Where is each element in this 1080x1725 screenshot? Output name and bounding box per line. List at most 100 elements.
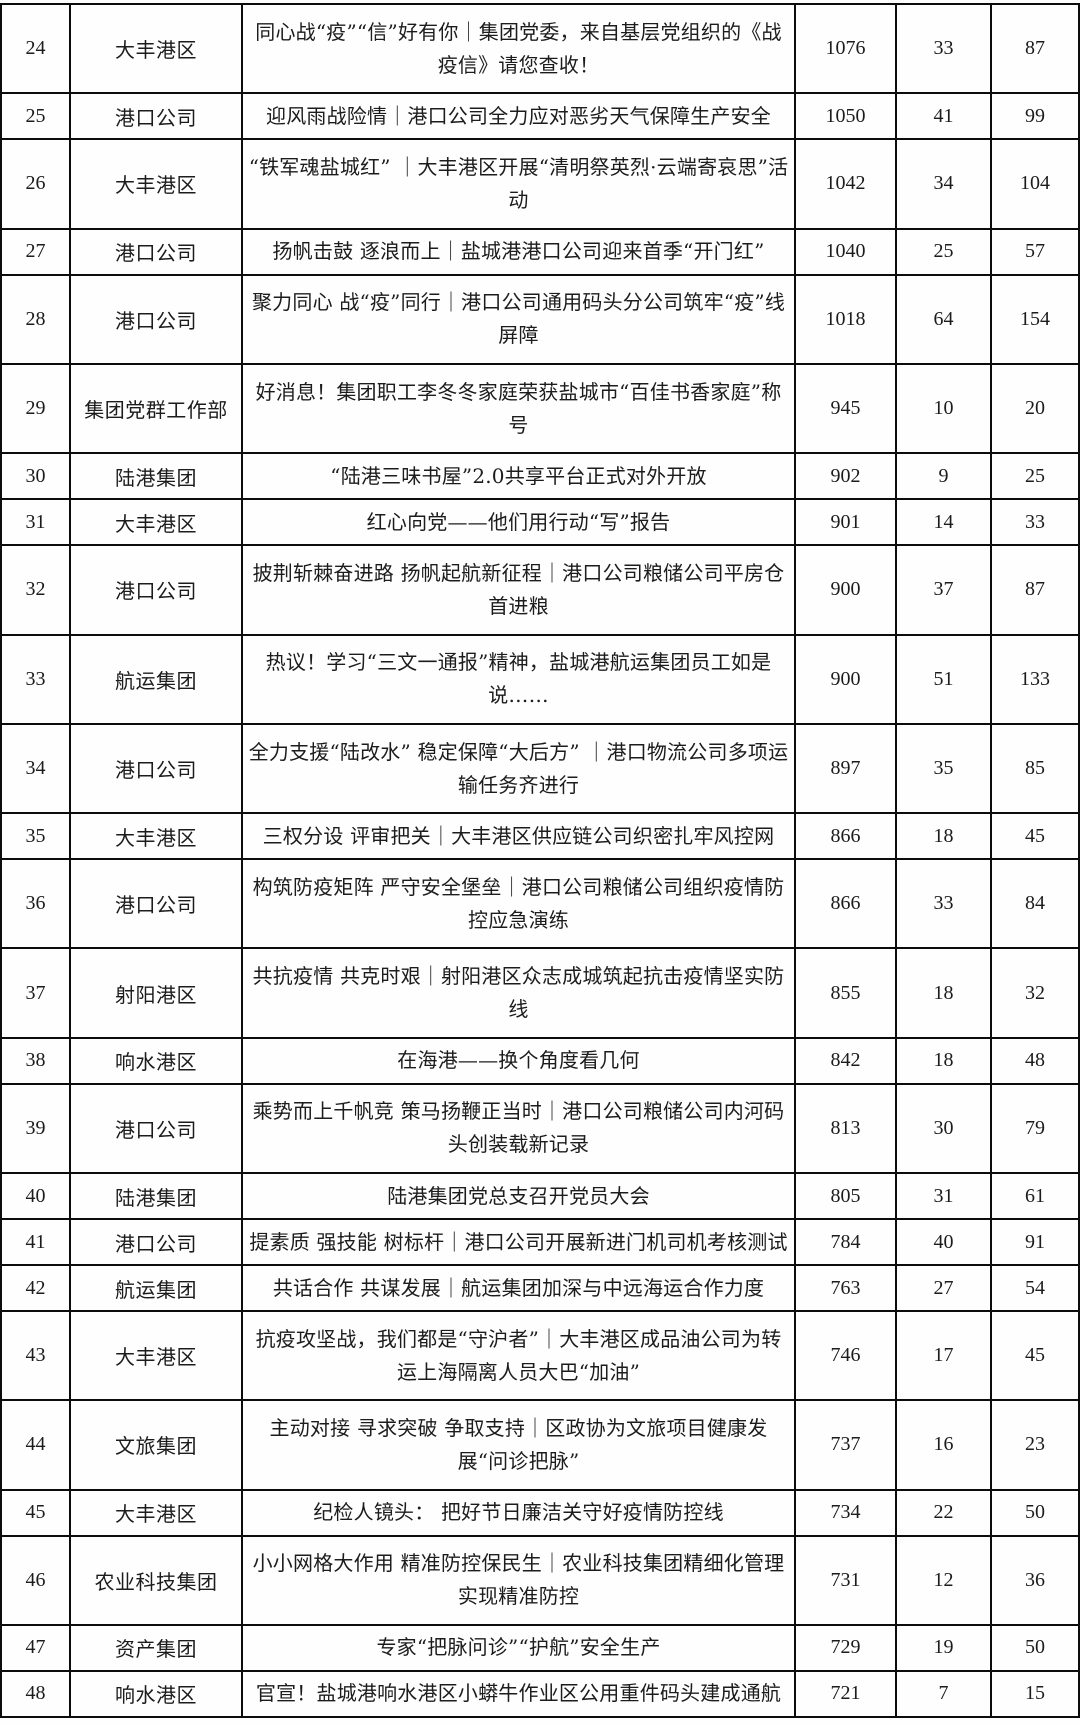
read-count-cell: 855	[794, 947, 897, 1039]
like-count-cell: 45	[990, 812, 1080, 861]
table-row: 43 大丰港区 抗疫攻坚战，我们都是“守沪者”｜大丰港区成品油公司为转运上海隔离人员…	[0, 1309, 1080, 1402]
share-count-cell: 35	[895, 722, 992, 815]
organization-cell: 大丰港区	[69, 498, 243, 547]
table-row: 31 大丰港区 红心向党——他们用行动“写”报告 901 14 33	[0, 498, 1080, 547]
like-count-cell: 36	[990, 1534, 1080, 1626]
table-row: 48 响水港区 官宣！盐城港响水港区小蟒牛作业区公用重件码头建成通航 721 7 15	[0, 1669, 1080, 1719]
organization-cell: 响水港区	[69, 1669, 243, 1719]
read-count-cell: 1042	[794, 138, 897, 230]
like-count-cell: 61	[990, 1172, 1080, 1221]
rank-cell: 29	[0, 362, 71, 455]
article-title-cell: 在海港——换个角度看几何	[241, 1036, 796, 1085]
rank-cell: 25	[0, 92, 71, 141]
article-title-cell: 构筑防疫矩阵 严守安全堡垒｜港口公司粮储公司组织疫情防控应急演练	[241, 858, 796, 950]
organization-cell: 集团党群工作部	[69, 362, 243, 455]
organization-cell: 陆港集团	[69, 452, 243, 501]
share-count-cell: 25	[895, 227, 992, 276]
like-count-cell: 154	[990, 273, 1080, 365]
rank-cell: 37	[0, 947, 71, 1039]
like-count-cell: 54	[990, 1264, 1080, 1312]
organization-cell: 大丰港区	[69, 138, 243, 230]
like-count-cell: 48	[990, 1036, 1080, 1085]
share-count-cell: 9	[895, 452, 992, 501]
like-count-cell: 87	[990, 2, 1080, 95]
read-count-cell: 737	[794, 1399, 897, 1491]
organization-cell: 大丰港区	[69, 2, 243, 95]
share-count-cell: 27	[895, 1264, 992, 1312]
share-count-cell: 12	[895, 1534, 992, 1626]
article-title-cell: 抗疫攻坚战，我们都是“守沪者”｜大丰港区成品油公司为转运上海隔离人员大巴“加油”	[241, 1309, 796, 1402]
article-title-cell: “铁军魂盐城红” ｜大丰港区开展“清明祭英烈·云端寄哀思”活动	[241, 138, 796, 230]
organization-cell: 港口公司	[69, 1218, 243, 1267]
read-count-cell: 746	[794, 1309, 897, 1402]
like-count-cell: 84	[990, 858, 1080, 950]
share-count-cell: 14	[895, 498, 992, 547]
share-count-cell: 22	[895, 1488, 992, 1537]
article-title-cell: 共抗疫情 共克时艰｜射阳港区众志成城筑起抗击疫情坚实防线	[241, 947, 796, 1039]
rank-cell: 45	[0, 1488, 71, 1537]
table-row: 37 射阳港区 共抗疫情 共克时艰｜射阳港区众志成城筑起抗击疫情坚实防线 855 18 3…	[0, 947, 1080, 1039]
share-count-cell: 16	[895, 1399, 992, 1491]
read-count-cell: 900	[794, 633, 897, 725]
article-title-cell: 纪检人镜头： 把好节日廉洁关守好疫情防控线	[241, 1488, 796, 1537]
rank-cell: 44	[0, 1399, 71, 1491]
organization-cell: 射阳港区	[69, 947, 243, 1039]
table-row: 24 大丰港区 同心战“疫”“信”好有你｜集团党委，来自基层党组织的《战疫信》请您查…	[0, 2, 1080, 95]
share-count-cell: 18	[895, 812, 992, 861]
rank-cell: 48	[0, 1669, 71, 1719]
article-title-cell: 专家“把脉问诊”“护航”安全生产	[241, 1623, 796, 1672]
article-title-cell: 热议！学习“三文一通报”精神，盐城港航运集团员工如是说……	[241, 633, 796, 725]
read-count-cell: 729	[794, 1623, 897, 1672]
article-title-cell: 红心向党——他们用行动“写”报告	[241, 498, 796, 547]
article-title-cell: 官宣！盐城港响水港区小蟒牛作业区公用重件码头建成通航	[241, 1669, 796, 1719]
share-count-cell: 64	[895, 273, 992, 365]
read-count-cell: 721	[794, 1669, 897, 1719]
article-title-cell: 聚力同心 战“疫”同行｜港口公司通用码头分公司筑牢“疫”线屏障	[241, 273, 796, 365]
organization-cell: 航运集团	[69, 1264, 243, 1312]
organization-cell: 港口公司	[69, 544, 243, 636]
organization-cell: 港口公司	[69, 227, 243, 276]
table-row: 44 文旅集团 主动对接 寻求突破 争取支持｜区政协为文旅项目健康发展“问诊把脉” 7…	[0, 1399, 1080, 1491]
share-count-cell: 30	[895, 1082, 992, 1175]
article-title-cell: 扬帆击鼓 逐浪而上｜盐城港港口公司迎来首季“开门红”	[241, 227, 796, 276]
article-title-cell: “陆港三味书屋”2.0共享平台正式对外开放	[241, 452, 796, 501]
rank-cell: 36	[0, 858, 71, 950]
table-row: 40 陆港集团 陆港集团党总支召开党员大会 805 31 61	[0, 1172, 1080, 1221]
article-title-cell: 迎风雨战险情｜港口公司全力应对恶劣天气保障生产安全	[241, 92, 796, 141]
like-count-cell: 50	[990, 1623, 1080, 1672]
rank-cell: 32	[0, 544, 71, 636]
share-count-cell: 41	[895, 92, 992, 141]
table-row: 41 港口公司 提素质 强技能 树标杆｜港口公司开展新进门机司机考核测试 784 40 9…	[0, 1218, 1080, 1267]
article-title-cell: 披荆斩棘奋进路 扬帆起航新征程｜港口公司粮储公司平房仓首进粮	[241, 544, 796, 636]
table-row: 42 航运集团 共话合作 共谋发展｜航运集团加深与中远海运合作力度 763 27 54	[0, 1264, 1080, 1312]
table-row: 46 农业科技集团 小小网格大作用 精准防控保民生｜农业科技集团精细化管理实现精准防…	[0, 1534, 1080, 1626]
organization-cell: 航运集团	[69, 633, 243, 725]
rank-cell: 41	[0, 1218, 71, 1267]
share-count-cell: 34	[895, 138, 992, 230]
read-count-cell: 901	[794, 498, 897, 547]
organization-cell: 港口公司	[69, 273, 243, 365]
like-count-cell: 85	[990, 722, 1080, 815]
read-count-cell: 897	[794, 722, 897, 815]
read-count-cell: 1050	[794, 92, 897, 141]
like-count-cell: 32	[990, 947, 1080, 1039]
table-row: 39 港口公司 乘势而上千帆竞 策马扬鞭正当时｜港口公司粮储公司内河码头创装载新记录…	[0, 1082, 1080, 1175]
article-title-cell: 好消息！集团职工李冬冬家庭荣获盐城市“百佳书香家庭”称号	[241, 362, 796, 455]
article-title-cell: 主动对接 寻求突破 争取支持｜区政协为文旅项目健康发展“问诊把脉”	[241, 1399, 796, 1491]
like-count-cell: 25	[990, 452, 1080, 501]
share-count-cell: 18	[895, 947, 992, 1039]
organization-cell: 大丰港区	[69, 812, 243, 861]
rank-cell: 40	[0, 1172, 71, 1221]
rank-cell: 43	[0, 1309, 71, 1402]
read-count-cell: 805	[794, 1172, 897, 1221]
like-count-cell: 87	[990, 544, 1080, 636]
like-count-cell: 20	[990, 362, 1080, 455]
like-count-cell: 33	[990, 498, 1080, 547]
table-row: 26 大丰港区 “铁军魂盐城红” ｜大丰港区开展“清明祭英烈·云端寄哀思”活动 104…	[0, 138, 1080, 230]
article-title-cell: 三权分设 评审把关｜大丰港区供应链公司织密扎牢风控网	[241, 812, 796, 861]
article-title-cell: 共话合作 共谋发展｜航运集团加深与中远海运合作力度	[241, 1264, 796, 1312]
table-row: 47 资产集团 专家“把脉问诊”“护航”安全生产 729 19 50	[0, 1623, 1080, 1672]
